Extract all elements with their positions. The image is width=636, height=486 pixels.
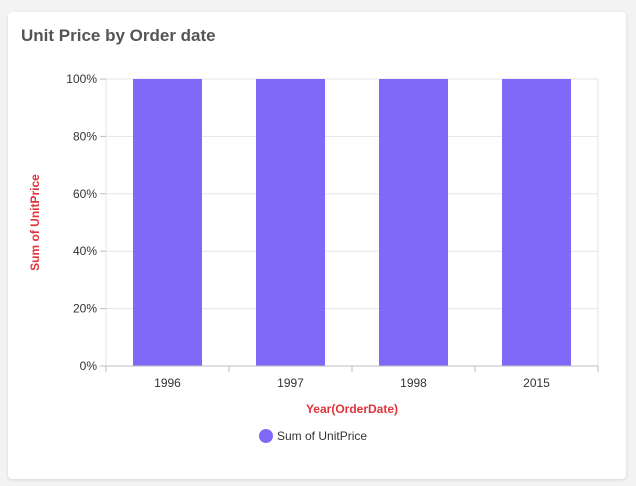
legend[interactable]: Sum of UnitPrice (259, 429, 367, 443)
y-tick-label: 100% (66, 72, 97, 86)
bar-2015[interactable] (502, 79, 571, 366)
x-tick-label: 1997 (277, 376, 304, 390)
bar-chart: 0% 20% 40% 60% 80% 100% 1996 1997 1998 2015 Sum … (28, 72, 599, 416)
y-tick-labels: 0% 20% 40% 60% 80% 100% (66, 72, 97, 373)
y-tick-label: 60% (73, 187, 97, 201)
y-tick-label: 80% (73, 129, 97, 143)
bar-1997[interactable] (256, 79, 325, 366)
x-tick-labels: 1996 1997 1998 2015 (154, 376, 550, 390)
bar-1996[interactable] (133, 79, 202, 366)
bars (133, 79, 571, 366)
axes (100, 78, 599, 372)
x-tick-label: 1996 (154, 376, 181, 390)
y-axis-title: Sum of UnitPrice (28, 174, 42, 271)
y-tick-label: 40% (73, 244, 97, 258)
bar-1998[interactable] (379, 79, 448, 366)
y-tick-label: 0% (80, 359, 98, 373)
chart-title: Unit Price by Order date (21, 26, 216, 45)
x-tick-label: 1998 (400, 376, 427, 390)
chart-card: Unit Price by Order date 0% 20% 40% 60% 80% 1… (8, 12, 626, 479)
y-tick-label: 20% (73, 302, 97, 316)
legend-marker (259, 429, 273, 443)
legend-label: Sum of UnitPrice (277, 429, 368, 443)
x-tick-label: 2015 (523, 376, 550, 390)
x-axis-title: Year(OrderDate) (306, 402, 398, 416)
